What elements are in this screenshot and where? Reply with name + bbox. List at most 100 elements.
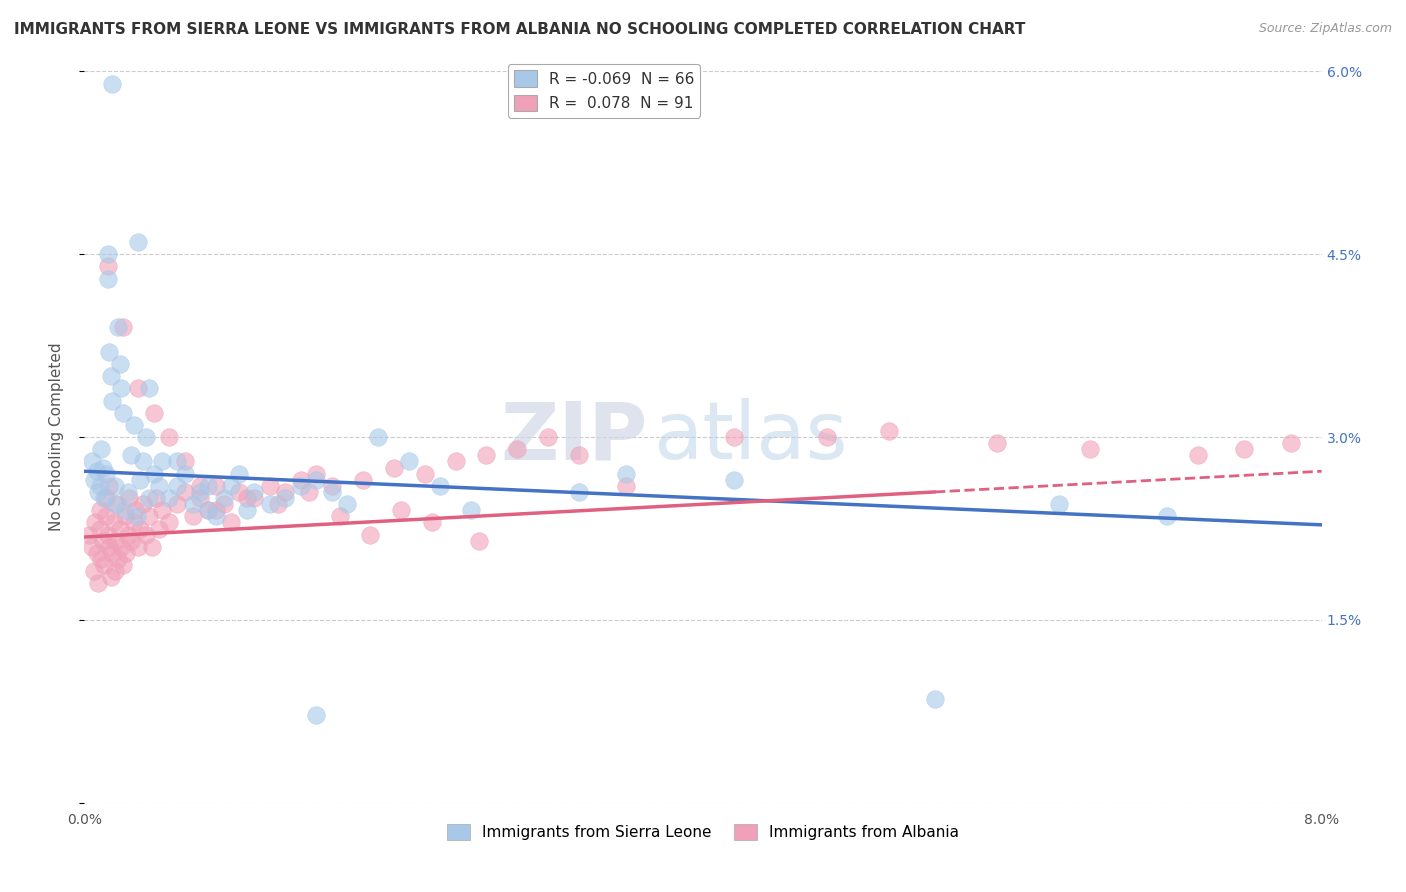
Point	[159, 430, 180, 444]
Point	[100, 570, 122, 584]
Point	[243, 491, 266, 505]
Point	[297, 485, 319, 500]
Point	[321, 485, 343, 500]
Point	[84, 516, 107, 530]
Point	[305, 708, 328, 723]
Point	[212, 497, 235, 511]
Point	[150, 454, 173, 468]
Point	[174, 454, 197, 468]
Point	[110, 540, 132, 554]
Point	[614, 467, 637, 481]
Point	[103, 516, 125, 530]
Legend: Immigrants from Sierra Leone, Immigrants from Albania: Immigrants from Sierra Leone, Immigrants…	[440, 817, 966, 847]
Point	[114, 503, 136, 517]
Point	[135, 430, 157, 444]
Point	[290, 473, 312, 487]
Point	[94, 467, 117, 481]
Point	[328, 509, 352, 524]
Point	[86, 464, 108, 478]
Point	[212, 491, 235, 505]
Point	[1156, 509, 1178, 524]
Point	[475, 448, 498, 462]
Text: atlas: atlas	[654, 398, 848, 476]
Point	[219, 516, 242, 530]
Point	[124, 503, 146, 517]
Point	[197, 503, 219, 517]
Point	[460, 503, 482, 517]
Point	[122, 417, 145, 432]
Point	[127, 381, 149, 395]
Point	[112, 406, 135, 420]
Point	[197, 503, 219, 517]
Point	[110, 381, 132, 395]
Point	[181, 497, 204, 511]
Point	[105, 497, 128, 511]
Point	[148, 479, 170, 493]
Point	[117, 485, 139, 500]
Point	[150, 503, 173, 517]
Point	[129, 521, 152, 535]
Point	[290, 479, 312, 493]
Point	[101, 393, 124, 408]
Point	[91, 533, 114, 548]
Point	[197, 479, 219, 493]
Point	[205, 503, 228, 517]
Point	[305, 473, 328, 487]
Point	[382, 460, 405, 475]
Point	[120, 448, 142, 462]
Point	[413, 467, 436, 481]
Point	[723, 473, 745, 487]
Point	[274, 491, 297, 505]
Point	[219, 479, 242, 493]
Point	[1047, 497, 1070, 511]
Point	[98, 540, 121, 554]
Point	[100, 369, 122, 384]
Point	[98, 344, 121, 359]
Point	[235, 503, 259, 517]
Point	[321, 479, 343, 493]
Point	[145, 491, 167, 505]
Point	[96, 271, 118, 285]
Point	[138, 381, 160, 395]
Point	[188, 491, 212, 505]
Point	[235, 491, 259, 505]
Point	[101, 77, 124, 91]
Point	[82, 454, 104, 468]
Point	[77, 527, 100, 541]
Point	[444, 454, 467, 468]
Point	[243, 485, 266, 500]
Point	[398, 454, 420, 468]
Point	[127, 235, 149, 249]
Point	[141, 540, 163, 554]
Point	[166, 497, 188, 511]
Point	[90, 442, 112, 457]
Point	[118, 491, 141, 505]
Point	[143, 467, 166, 481]
Point	[93, 558, 115, 573]
Point	[267, 497, 290, 511]
Point	[986, 436, 1008, 450]
Point	[148, 521, 170, 535]
Point	[205, 509, 228, 524]
Point	[367, 430, 389, 444]
Point	[96, 247, 118, 261]
Point	[228, 485, 250, 500]
Point	[112, 558, 135, 573]
Point	[1279, 436, 1302, 450]
Point	[89, 479, 111, 493]
Point	[107, 552, 129, 566]
Point	[1187, 448, 1209, 462]
Point	[83, 564, 105, 578]
Point	[93, 491, 115, 505]
Text: ZIP: ZIP	[501, 398, 647, 476]
Point	[129, 473, 152, 487]
Text: IMMIGRANTS FROM SIERRA LEONE VS IMMIGRANTS FROM ALBANIA NO SCHOOLING COMPLETED C: IMMIGRANTS FROM SIERRA LEONE VS IMMIGRAN…	[14, 22, 1025, 37]
Point	[89, 503, 111, 517]
Point	[104, 479, 127, 493]
Point	[924, 692, 946, 706]
Point	[90, 552, 112, 566]
Point	[1233, 442, 1256, 457]
Point	[89, 521, 111, 535]
Point	[305, 467, 328, 481]
Point	[87, 485, 110, 500]
